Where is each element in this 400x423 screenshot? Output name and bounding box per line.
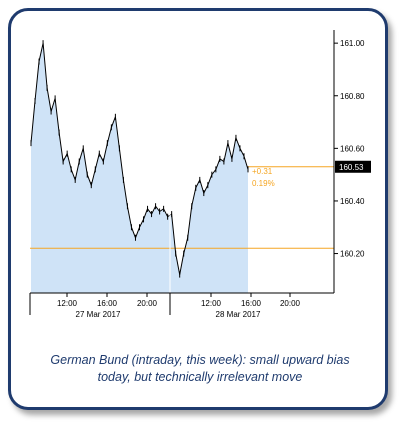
- y-tick-label: 160.40: [340, 197, 365, 206]
- price-area: [31, 43, 248, 294]
- x-tick-label: 12:00: [201, 299, 222, 308]
- change-abs-label: +0.31: [252, 167, 273, 176]
- x-tick-label: 12:00: [57, 299, 78, 308]
- x-tick-label: 16:00: [241, 299, 262, 308]
- y-tick-label: 161.00: [340, 39, 365, 48]
- change-pct-label: 0.19%: [252, 179, 275, 188]
- x-tick-label: 20:00: [280, 299, 301, 308]
- x-tick-label: 20:00: [137, 299, 158, 308]
- y-tick-label: 160.80: [340, 92, 365, 101]
- y-tick-label: 160.60: [340, 144, 365, 153]
- y-tick-label: 160.20: [340, 250, 365, 259]
- last-price-label: 160.53: [339, 163, 364, 172]
- chart-caption: German Bund (intraday, this week): small…: [20, 352, 380, 386]
- date-label: 27 Mar 2017: [76, 310, 121, 319]
- caption-line-2: today, but technically irrelevant move: [97, 370, 303, 384]
- caption-line-1: German Bund (intraday, this week): small…: [50, 353, 350, 367]
- last-price-badge: [335, 160, 371, 173]
- date-label: 28 Mar 2017: [216, 310, 261, 319]
- x-tick-label: 16:00: [97, 299, 118, 308]
